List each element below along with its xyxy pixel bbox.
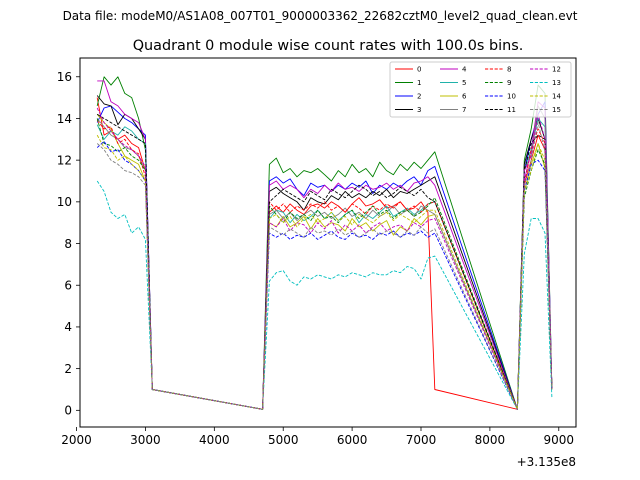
series-line-9 (96, 118, 553, 410)
y-tick-label: 8 (64, 237, 72, 251)
series-line-13 (96, 180, 553, 410)
y-tick-label: 2 (64, 362, 72, 376)
chart-title: Quadrant 0 module wise count rates with … (133, 38, 524, 54)
legend-label-0: 0 (417, 66, 421, 74)
legend-label-14: 14 (552, 93, 561, 101)
legend-label-8: 8 (507, 66, 511, 74)
legend-label-11: 11 (507, 106, 516, 114)
legend-label-4: 4 (462, 66, 467, 74)
y-tick-label: 16 (57, 70, 72, 84)
legend-label-13: 13 (552, 79, 561, 87)
x-tick-label: 3000 (130, 433, 161, 447)
legend-label-12: 12 (552, 66, 561, 74)
legend-label-9: 9 (507, 79, 511, 87)
series-line-1 (96, 76, 553, 410)
series-line-6 (96, 114, 553, 410)
y-tick-label: 12 (57, 153, 72, 167)
x-tick-label: 6000 (337, 433, 368, 447)
y-tick-label: 6 (64, 279, 72, 293)
legend-label-5: 5 (462, 79, 466, 87)
x-axis-ticks: 2000 3000 4000 5000 6000 7000 8000 9000 (61, 427, 574, 447)
plot-lines (96, 76, 553, 410)
axes-frame (79, 57, 577, 428)
series-line-7 (96, 105, 553, 410)
x-tick-label: 8000 (475, 433, 506, 447)
legend-label-3: 3 (417, 106, 421, 114)
x-tick-label: 7000 (406, 433, 437, 447)
legend-label-10: 10 (507, 93, 516, 101)
x-tick-label: 9000 (544, 433, 575, 447)
x-axis-offset-label: +3.135e8 (517, 455, 576, 469)
series-line-14 (96, 134, 553, 410)
legend-label-2: 2 (417, 93, 421, 101)
x-tick-label: 4000 (199, 433, 230, 447)
y-axis-ticks: 0 2 4 6 8 10 12 14 16 (57, 70, 80, 418)
legend-label-1: 1 (417, 79, 421, 87)
y-tick-label: 4 (64, 320, 72, 334)
series-line-11 (96, 113, 553, 410)
legend-label-6: 6 (462, 93, 467, 101)
y-tick-label: 14 (57, 112, 72, 126)
y-tick-label: 10 (57, 195, 72, 209)
y-tick-label: 0 (64, 404, 72, 418)
legend-label-7: 7 (462, 106, 466, 114)
series-line-10 (96, 140, 553, 410)
x-tick-label: 5000 (268, 433, 299, 447)
legend-label-15: 15 (552, 106, 561, 114)
suptitle: Data file: modeM0/AS1A08_007T01_90000033… (63, 9, 578, 23)
legend-frame (389, 61, 572, 118)
series-line-12 (96, 107, 553, 410)
x-tick-label: 2000 (61, 433, 92, 447)
series-line-4 (97, 80, 553, 410)
